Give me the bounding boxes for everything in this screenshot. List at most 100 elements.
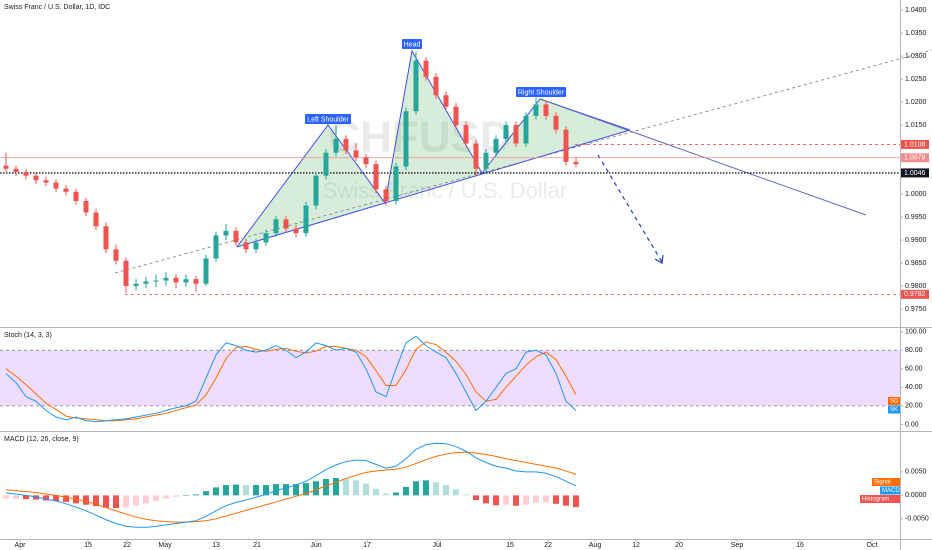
x-tick-label: 17: [363, 542, 371, 549]
candle-body: [213, 235, 219, 259]
candle-body: [403, 111, 409, 167]
candle-body: [503, 125, 509, 139]
price-label-box: [901, 153, 929, 163]
histogram-bar: [133, 495, 139, 506]
x-tick-label: 16: [796, 542, 804, 549]
candle-body: [303, 205, 309, 234]
histogram-bar: [93, 495, 99, 507]
candle-body: [373, 164, 379, 190]
histogram-bar: [33, 495, 39, 500]
histogram-bar: [3, 495, 9, 499]
y-tick-label: 0.9950: [905, 214, 927, 221]
histogram-bar: [23, 495, 29, 500]
histogram-bar: [283, 484, 289, 496]
candle-body: [183, 279, 189, 283]
histogram-bar: [203, 491, 209, 496]
candle-body: [553, 115, 559, 130]
x-tick-label: Apr: [15, 542, 27, 549]
candle-body: [393, 166, 399, 201]
candle-body: [143, 281, 149, 284]
candle-body: [3, 165, 9, 169]
histogram-bar: [253, 485, 259, 496]
y-tick-label: 0.00: [905, 421, 919, 428]
histogram-bar: [383, 493, 389, 496]
price-label-box: [901, 168, 929, 178]
x-tick-label: 22: [544, 542, 552, 549]
indicator-line: [5, 442, 577, 528]
candle-body: [153, 280, 159, 282]
histogram-bar: [243, 485, 249, 496]
x-tick-label: Aug: [589, 542, 602, 549]
histogram-bar: [393, 492, 399, 496]
annotation-box: [516, 87, 566, 97]
candle-body: [173, 277, 179, 283]
histogram-bar: [513, 495, 519, 506]
legend-label: Signal: [874, 480, 891, 486]
y-tick-label: 80.00: [905, 347, 923, 354]
candle-body: [113, 249, 119, 261]
y-tick-label: 60.00: [905, 366, 923, 373]
x-tick-label: 12: [632, 542, 640, 549]
y-tick-label: 1.0350: [905, 30, 927, 37]
y-tick-label: 40.00: [905, 384, 923, 391]
histogram-bar: [463, 494, 469, 496]
histogram-bar: [183, 495, 189, 496]
price-label: 0.9782: [904, 291, 926, 298]
legend-label: MACD: [882, 488, 900, 494]
y-tick-label: 0.9750: [905, 306, 927, 313]
y-tick-label: 0.9900: [905, 237, 927, 244]
candle-body: [433, 76, 439, 96]
candle-body: [243, 242, 249, 250]
candle-body: [473, 143, 479, 169]
candle-body: [253, 242, 259, 250]
candle-body: [443, 95, 449, 107]
x-tick-label: Jul: [433, 542, 442, 549]
histogram-bar: [83, 495, 89, 505]
x-tick-label: 20: [675, 542, 683, 549]
histogram-bar: [53, 495, 59, 501]
histogram-bar: [123, 495, 129, 508]
candle-body: [63, 188, 69, 192]
candle-body: [203, 258, 209, 284]
histogram-bar: [263, 485, 269, 496]
candle-body: [43, 180, 49, 183]
x-tick-label: Jun: [310, 542, 321, 549]
candle-body: [423, 60, 429, 77]
candle-body: [533, 104, 539, 116]
arrow-head: [654, 254, 664, 264]
histogram-bar: [443, 485, 449, 496]
watermark-symbol: CHFUSD: [328, 113, 511, 162]
candle-body: [263, 233, 269, 243]
histogram-bar: [103, 495, 109, 508]
x-tick-label: 13: [212, 542, 220, 549]
histogram-bar: [533, 495, 539, 503]
annotation-box: [305, 114, 351, 124]
histogram-bar: [293, 484, 299, 496]
candle-body: [493, 138, 499, 153]
y-tick-label: -0.0050: [905, 516, 929, 523]
legend-label: SD: [890, 399, 899, 405]
annotation-left-shoulder: Left Shoulder: [307, 116, 349, 123]
candle-body: [463, 125, 469, 144]
histogram-bar: [403, 486, 409, 496]
candle-body: [333, 138, 339, 153]
x-tick-label: May: [158, 542, 172, 549]
histogram-bar: [63, 495, 69, 502]
legend-label: SK: [890, 407, 898, 413]
annotation-labels: Left Shoulder Head Right Shoulder: [305, 39, 566, 124]
legend-box: [888, 397, 900, 405]
macd-title: MACD (12, 26, close, 9): [4, 436, 79, 443]
y-tick-label: 1.0250: [905, 76, 927, 83]
annotation-head: Head: [404, 41, 421, 48]
candle-body: [353, 150, 359, 158]
annotation-box: [402, 39, 422, 49]
y-tick-label: 1.0200: [905, 99, 927, 106]
candle-body: [93, 212, 99, 227]
candle-body: [283, 219, 289, 229]
indicator-line: [5, 451, 577, 523]
histogram-bar: [323, 478, 329, 496]
x-tick-label: Oct: [867, 542, 878, 549]
histogram-bar: [173, 495, 179, 497]
histogram-bar: [483, 495, 489, 504]
